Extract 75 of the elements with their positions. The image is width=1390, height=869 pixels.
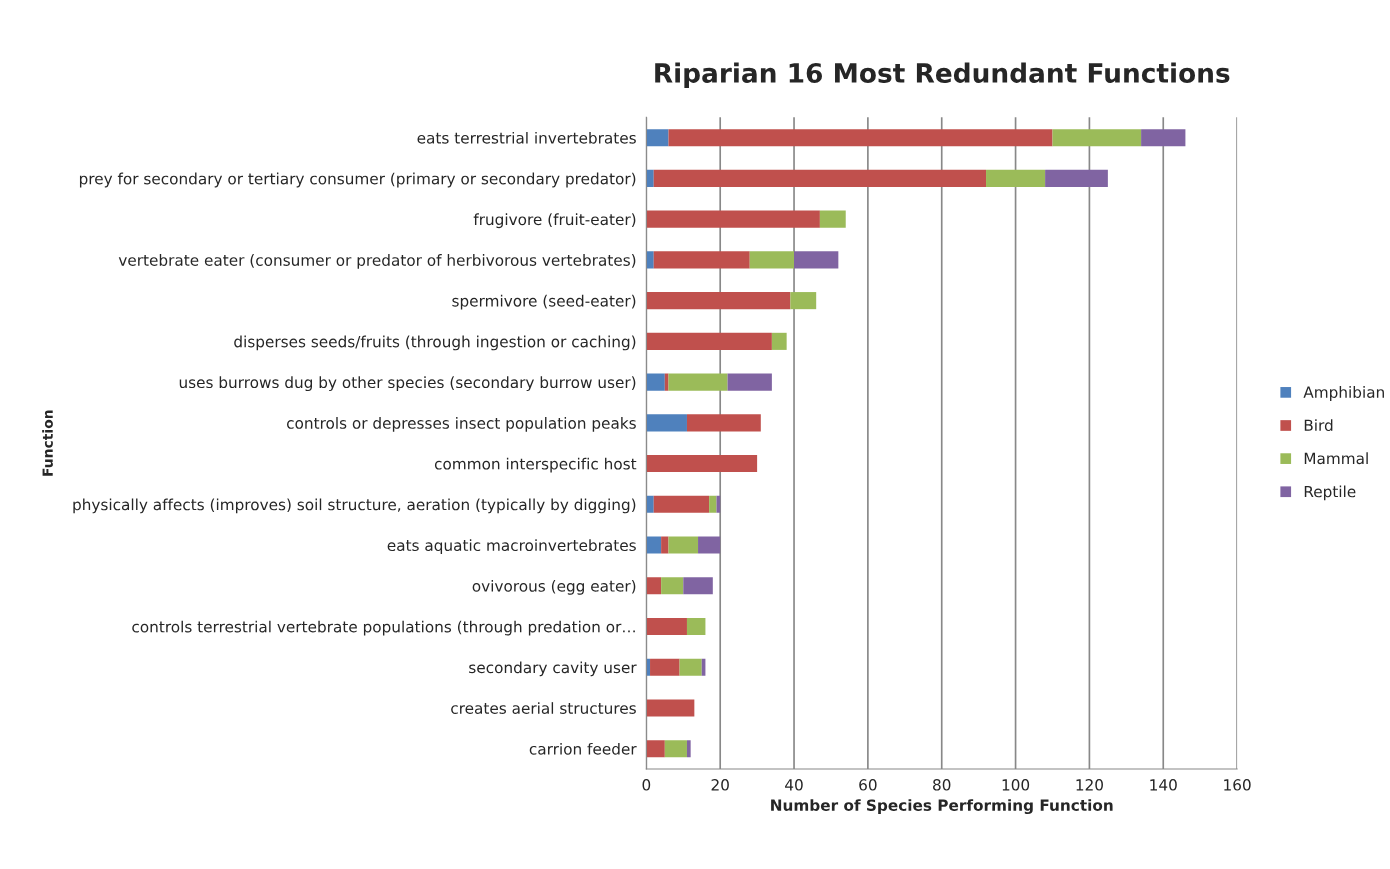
bar bbox=[646, 210, 820, 228]
bar bbox=[686, 414, 761, 432]
bar bbox=[653, 169, 987, 187]
y-tick-label: physically affects (improves) soil structure, aeration (typically by digging) bbox=[73, 498, 636, 514]
bar bbox=[646, 414, 687, 432]
x-tick-label: 80 bbox=[933, 779, 951, 791]
y-tick-label: eats aquatic macroinvertebrates bbox=[387, 539, 636, 555]
bar bbox=[646, 536, 662, 554]
bar bbox=[819, 210, 846, 228]
bar bbox=[646, 169, 654, 187]
bar bbox=[650, 658, 680, 676]
y-tick-label: eats terrestrial invertebrates bbox=[417, 131, 636, 144]
bar bbox=[661, 577, 684, 595]
y-tick-label: secondary cavity user bbox=[469, 661, 637, 677]
bar bbox=[646, 577, 662, 595]
bar bbox=[646, 129, 669, 147]
bar bbox=[646, 332, 772, 350]
bar bbox=[698, 536, 721, 554]
y-tick-label: ovivorous (egg eater) bbox=[472, 579, 636, 595]
bar bbox=[668, 373, 728, 391]
bar bbox=[646, 699, 695, 717]
bar bbox=[646, 455, 758, 473]
y-tick-label: prey for secondary or tertiary consumer (primary or secondary predator) bbox=[79, 172, 636, 188]
x-tick-label: 120 bbox=[1076, 779, 1103, 791]
bar bbox=[646, 617, 687, 636]
bar bbox=[790, 292, 817, 310]
x-tick-label: 100 bbox=[1002, 779, 1030, 791]
y-tick-label: uses burrows dug by other species (secondary burrow user) bbox=[179, 376, 636, 392]
bar bbox=[727, 373, 772, 391]
y-tick-label: controls terrestrial vertebrate populations (through predation or… bbox=[132, 620, 635, 636]
legend-label: Mammal bbox=[1304, 452, 1368, 465]
bar bbox=[686, 617, 706, 636]
bar bbox=[749, 251, 795, 269]
y-tick-label: spermivore (seed-eater) bbox=[452, 294, 636, 310]
bar bbox=[646, 373, 665, 391]
bar bbox=[686, 740, 691, 758]
bar bbox=[683, 577, 713, 595]
bar bbox=[646, 292, 791, 310]
bar bbox=[646, 740, 665, 758]
chart-title: Riparian 16 Most Redundant Functions bbox=[655, 62, 1230, 89]
bar bbox=[653, 495, 710, 513]
legend-label: Bird bbox=[1304, 419, 1333, 432]
y-tick-label: frugivore (fruit-eater) bbox=[473, 213, 636, 229]
y-axis-title: Function bbox=[42, 410, 53, 476]
bar bbox=[653, 251, 750, 269]
y-tick-label: controls or depresses insect population peaks bbox=[287, 417, 636, 432]
legend-label: Reptile bbox=[1304, 485, 1356, 501]
bar bbox=[679, 658, 702, 676]
bar bbox=[709, 495, 717, 513]
bar bbox=[668, 536, 699, 554]
x-axis-title: Number of Species Performing Function bbox=[771, 799, 1113, 815]
bar bbox=[664, 740, 687, 758]
bar bbox=[1045, 169, 1108, 187]
legend-label: Amphibian bbox=[1303, 386, 1384, 401]
y-tick-label: carrion feeder bbox=[529, 742, 637, 755]
x-tick-label: 20 bbox=[711, 779, 729, 791]
x-tick-label: 40 bbox=[785, 779, 803, 791]
bar bbox=[646, 251, 654, 269]
y-tick-label: creates aerial structures bbox=[451, 702, 636, 714]
y-tick-label: common interspecific host bbox=[434, 457, 637, 473]
bar bbox=[794, 251, 839, 269]
x-tick-label: 0 bbox=[642, 779, 651, 791]
bar bbox=[771, 332, 787, 350]
bar bbox=[664, 373, 669, 391]
y-tick-label: vertebrate eater (consumer or predator of herbivorous vertebrates) bbox=[118, 254, 636, 269]
x-tick-label: 140 bbox=[1150, 779, 1177, 791]
bar bbox=[646, 495, 654, 513]
bar bbox=[661, 536, 669, 554]
x-tick-label: 160 bbox=[1224, 779, 1251, 791]
bar bbox=[668, 129, 1053, 147]
bar bbox=[1052, 129, 1142, 147]
bar bbox=[1141, 129, 1186, 147]
y-tick-label: disperses seeds/fruits (through ingestion or caching) bbox=[234, 335, 636, 351]
bar bbox=[986, 169, 1046, 187]
x-tick-label: 60 bbox=[859, 779, 877, 791]
